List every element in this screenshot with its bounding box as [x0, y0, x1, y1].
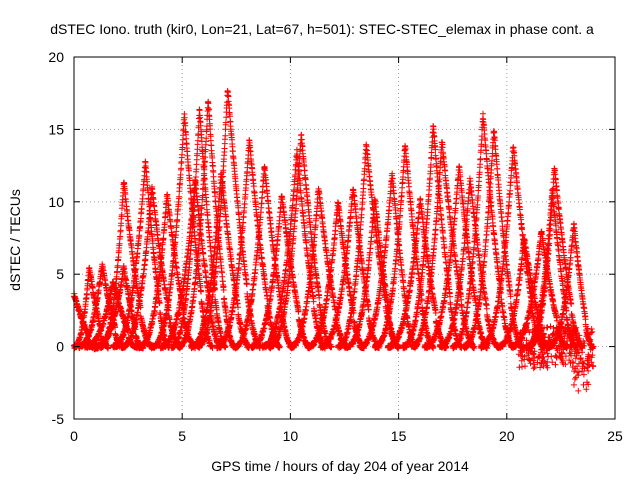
- y-tick-label: 0: [56, 339, 64, 355]
- y-tick-label: 10: [48, 194, 64, 210]
- y-tick-label: -5: [52, 411, 65, 427]
- y-tick-label: 15: [48, 121, 64, 137]
- satellite-arc-series: [194, 87, 264, 352]
- chart-title: dSTEC Iono. truth (kir0, Lon=21, Lat=67,…: [50, 21, 594, 37]
- satellite-arc-series: [231, 163, 296, 352]
- satellite-arc-series: [460, 128, 525, 352]
- satellite-arc-series: [287, 185, 350, 351]
- noise-scatter-series: [514, 321, 597, 394]
- axis-ticks: 0 5 10 15 20 25 -5 0 5 10 15 20: [48, 49, 623, 444]
- satellite-arc-series: [168, 106, 229, 352]
- x-tick-label: 5: [178, 428, 186, 444]
- satellite-arc-series: [265, 131, 335, 352]
- plot-frame: [73, 56, 616, 420]
- x-tick-label: 25: [607, 428, 623, 444]
- x-tick-label: 10: [283, 428, 299, 444]
- data-points: [71, 87, 597, 394]
- satellite-arc-series: [343, 196, 402, 352]
- y-axis-label: dSTEC / TECUs: [7, 189, 23, 291]
- satellite-arc-series: [384, 195, 450, 352]
- y-tick-label: 5: [56, 266, 64, 282]
- satellite-arc-series: [408, 139, 478, 352]
- x-tick-label: 15: [391, 428, 407, 444]
- x-axis-label: GPS time / hours of day 204 of year 2014: [211, 458, 469, 474]
- y-tick-label: 20: [48, 49, 64, 65]
- x-tick-label: 20: [499, 428, 515, 444]
- x-tick-label: 0: [70, 428, 78, 444]
